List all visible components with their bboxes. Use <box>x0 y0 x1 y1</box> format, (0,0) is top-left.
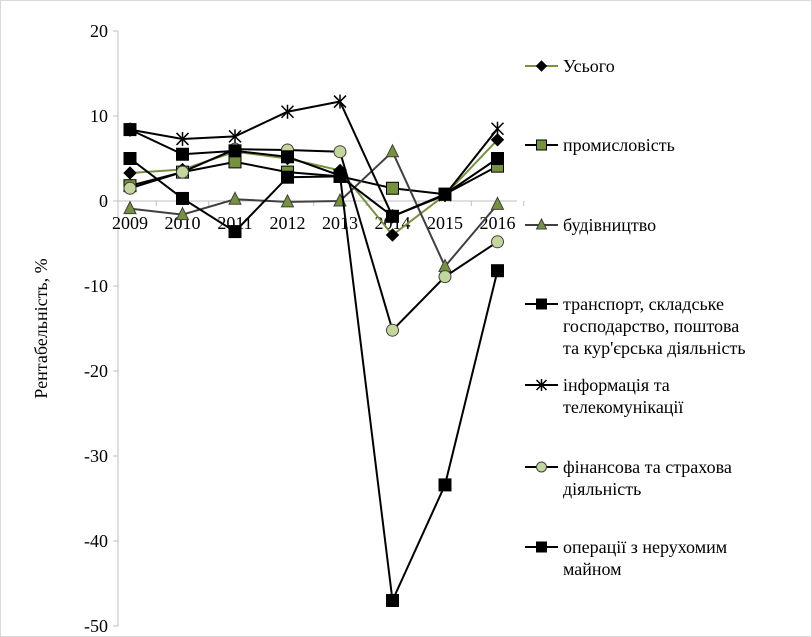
legend-marker <box>535 60 548 72</box>
legend: Усього промисловість будівництво транспорт,… <box>525 56 746 579</box>
legend-marker <box>535 217 548 230</box>
legend-label: операції з нерухомим майном <box>563 537 727 579</box>
x-tick-label: 2013 <box>322 213 358 233</box>
data-point <box>280 104 295 119</box>
series-6 <box>123 123 504 607</box>
legend-entry: промисловість <box>525 135 675 155</box>
x-tick-label: 2016 <box>480 213 516 233</box>
data-point <box>228 144 242 158</box>
series-line <box>129 100 499 218</box>
y-tick-label: 20 <box>90 21 108 41</box>
legend-label: фінансова та страхова діяльність <box>563 457 732 499</box>
data-point <box>333 169 347 182</box>
data-point <box>176 191 189 205</box>
series-line <box>129 148 499 333</box>
legend-entry: будівництво <box>525 215 656 235</box>
data-point <box>176 165 189 179</box>
data-point <box>123 166 137 180</box>
x-tick-label: 2015 <box>427 213 463 233</box>
data-point <box>280 193 295 208</box>
data-point <box>123 152 137 165</box>
data-point <box>386 323 399 337</box>
data-point <box>386 594 399 607</box>
data-point <box>438 478 452 492</box>
data-point <box>491 264 504 278</box>
series-line <box>129 139 499 237</box>
legend-label: транспорт, складське господарство, поштов… <box>563 294 746 358</box>
legend-entry: операції з нерухомим майном <box>525 537 727 579</box>
series-line <box>129 150 499 269</box>
legend-marker <box>536 461 547 473</box>
y-tick-label: -30 <box>84 446 108 466</box>
series-2 <box>123 143 505 272</box>
legend-label: будівництво <box>563 215 656 235</box>
data-point <box>228 155 242 169</box>
data-point <box>490 196 505 210</box>
x-tick-label: 2010 <box>165 213 201 233</box>
legend-marker <box>536 139 547 151</box>
data-point <box>491 235 504 249</box>
y-axis-title: Рентабельність, % <box>31 258 51 398</box>
data-point <box>490 121 505 136</box>
series-line <box>129 128 499 605</box>
data-point <box>281 170 294 184</box>
data-point <box>228 191 242 205</box>
data-point <box>491 152 504 165</box>
y-tick-label: -10 <box>84 276 108 296</box>
data-point <box>123 123 137 137</box>
series-layer <box>123 94 505 607</box>
data-point <box>438 270 452 284</box>
data-point <box>385 143 400 158</box>
legend-marker <box>536 541 547 553</box>
series-line <box>129 160 498 196</box>
legend-label: інформація та телекомунікації <box>563 375 683 417</box>
data-point <box>385 228 400 242</box>
data-point <box>438 188 452 203</box>
data-point <box>123 200 137 215</box>
x-tick-label: 2012 <box>270 213 306 233</box>
data-point <box>175 131 190 146</box>
legend-entry: транспорт, складське господарство, поштов… <box>525 294 746 358</box>
legend-marker <box>536 298 547 310</box>
data-point <box>228 225 242 239</box>
data-point <box>385 209 400 224</box>
data-point <box>386 181 399 195</box>
legend-label: Усього <box>563 56 615 76</box>
legend-entry: Усього <box>525 56 615 76</box>
data-point <box>175 206 190 221</box>
y-tick-label: 10 <box>90 106 108 126</box>
data-point <box>333 145 347 159</box>
data-point <box>281 150 294 164</box>
data-point <box>490 133 505 147</box>
data-point <box>123 181 137 195</box>
data-point <box>176 147 189 161</box>
data-point <box>228 129 242 144</box>
x-tick-label: 2011 <box>217 213 252 233</box>
x-tick-label: 2009 <box>112 213 148 233</box>
axes: 20100-10-20-30-40-5020092010201120122013… <box>31 21 525 636</box>
legend-label: промисловість <box>563 135 675 155</box>
legend-marker <box>535 379 548 391</box>
legend-entry: інформація та телекомунікації <box>525 375 683 417</box>
y-tick-label: -20 <box>84 361 108 381</box>
data-point <box>333 94 347 109</box>
legend-entry: фінансова та страхова діяльність <box>525 457 732 499</box>
y-tick-label: -50 <box>84 616 108 636</box>
y-tick-label: -40 <box>84 531 108 551</box>
